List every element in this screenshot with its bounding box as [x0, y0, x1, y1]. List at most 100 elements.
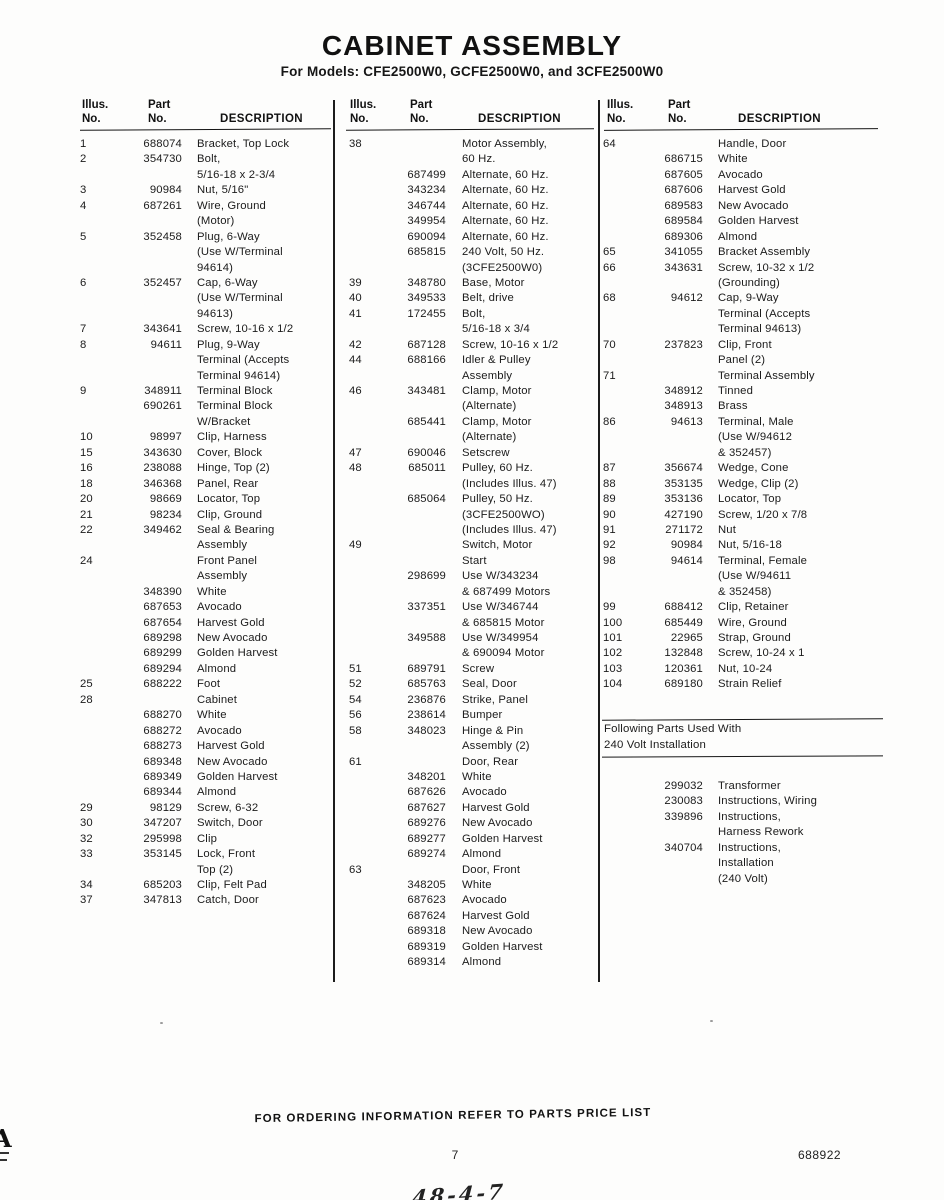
part-no-cell: 236876	[407, 693, 446, 706]
description-cell: Nut	[718, 523, 737, 536]
table-row: 54 236876 Strike, Panel	[349, 693, 558, 708]
illus-no-cell	[349, 616, 394, 631]
illus-no-cell	[80, 168, 125, 183]
part-no-cell: 343631	[664, 261, 703, 274]
table-row: 5/16-18 x 2-3/4	[80, 168, 293, 183]
description-cell: Screw	[462, 662, 495, 675]
part-no-cell	[648, 369, 703, 384]
illus-no-cell: 32	[80, 832, 93, 845]
part-no-cell: 353135	[664, 477, 703, 490]
part-no-cell	[394, 646, 446, 661]
illus-no-cell: 20	[80, 493, 93, 506]
part-no-cell: 349462	[143, 523, 182, 536]
description-cell: Strain Relief	[718, 678, 782, 691]
table-row: 63 Door, Front	[349, 863, 558, 878]
table-row: 103 120361 Nut, 10-24	[603, 662, 815, 677]
description-cell: 60 Hz.	[462, 153, 496, 166]
illus-no-cell: 49	[349, 539, 362, 552]
column-header: Illus. No. Part No. DESCRIPTION	[345, 98, 595, 132]
margin-mark: A	[0, 1124, 12, 1153]
part-no-cell	[648, 307, 703, 322]
part-no-cell: 689180	[664, 678, 703, 691]
table-row: 230083 Instructions, Wiring	[603, 794, 817, 809]
description-cell: Alternate, 60 Hz.	[462, 215, 549, 228]
table-row: (Grounding)	[603, 276, 815, 291]
description-cell: Screw, 6-32	[197, 801, 259, 814]
part-no-cell: 343630	[143, 446, 182, 459]
table-row: 58 348023 Hinge & Pin	[349, 724, 558, 739]
table-row: 687499 Alternate, 60 Hz.	[349, 168, 558, 183]
description-cell: Screw, 10-32 x 1/2	[718, 261, 815, 274]
description-cell: Terminal 94614)	[197, 369, 281, 382]
table-row: 40 349533 Belt, drive	[349, 291, 558, 306]
description-cell: Terminal Assembly	[718, 369, 815, 382]
illus-no-cell: 29	[80, 801, 93, 814]
part-no-cell	[648, 585, 703, 600]
no-header: No.	[410, 113, 429, 125]
part-no-cell: 340704	[664, 841, 703, 854]
illus-no-cell: 15	[80, 446, 93, 459]
scan-speck	[710, 1020, 713, 1022]
illus-no-cell: 68	[603, 292, 616, 305]
table-row: Terminal (Accepts	[80, 353, 293, 368]
description-cell: Terminal (Accepts	[197, 354, 290, 367]
part-no-cell: 689276	[407, 817, 446, 830]
illus-no-cell: 39	[349, 276, 362, 289]
table-row: 91 271172 Nut	[603, 523, 815, 538]
description-cell: Nut, 10-24	[718, 662, 773, 675]
part-no-cell: 687627	[407, 801, 446, 814]
illus-no-cell	[349, 369, 394, 384]
description-cell: Terminal, Male	[718, 415, 794, 428]
illus-no-cell	[349, 569, 394, 584]
table-row: 71 Terminal Assembly	[603, 369, 815, 384]
part-no-cell: 339896	[664, 810, 703, 823]
illus-no-cell	[80, 770, 125, 785]
header-rule	[79, 128, 332, 131]
table-row: 348205 White	[349, 878, 558, 893]
part-no-cell: 90984	[670, 539, 703, 552]
table-row: 299032 Transformer	[603, 779, 817, 794]
part-no-cell: 687626	[407, 786, 446, 799]
illus-no-cell: 65	[603, 246, 616, 259]
table-row: 689583 New Avocado	[603, 199, 815, 214]
illus-no-cell: 66	[603, 261, 616, 274]
part-no-cell: 343641	[143, 323, 182, 336]
description-cell: Screw, 10-16 x 1/2	[197, 323, 294, 336]
page-number: 7	[451, 1148, 459, 1162]
part-no-cell: 343481	[407, 385, 446, 397]
table-row: 16 238088 Hinge, Top (2)	[80, 461, 293, 476]
part-no-cell: 90984	[149, 184, 182, 197]
description-cell: Harvest Gold	[462, 909, 530, 922]
description-cell: Alternate, 60 Hz.	[462, 230, 549, 243]
table-row: 21 98234 Clip, Ground	[80, 508, 293, 523]
table-row: 39 348780 Base, Motor	[349, 276, 558, 291]
table-row: 343234 Alternate, 60 Hz.	[349, 183, 558, 198]
part-no-cell: 348913	[664, 400, 703, 413]
description-cell: Clamp, Motor	[462, 385, 532, 397]
part-no-cell: 687605	[664, 168, 703, 181]
table-row: Harness Rework	[603, 825, 817, 840]
description-cell: Harvest Gold	[197, 740, 265, 753]
part-no-cell	[125, 245, 182, 260]
table-row: Start	[349, 554, 558, 569]
description-cell: (Includes Illus. 47)	[462, 523, 557, 536]
illus-no-cell	[349, 477, 394, 492]
illus-no-cell: 63	[349, 863, 362, 876]
part-no-cell: 347207	[143, 817, 182, 830]
illus-no-cell	[80, 569, 125, 584]
illus-no-cell: 98	[603, 554, 616, 567]
illus-no-cell: 56	[349, 709, 362, 722]
description-cell: (Alternate)	[462, 400, 517, 413]
table-row: 690261 Terminal Block	[80, 399, 293, 414]
illus-no-cell: 33	[80, 848, 93, 861]
description-cell: Assembly	[462, 369, 513, 382]
description-cell: Almond	[197, 662, 237, 675]
illus-no-cell	[349, 940, 394, 955]
part-no-cell: 98234	[149, 508, 182, 521]
table-row: 4 687261 Wire, Ground	[80, 199, 293, 214]
table-row: 689349 Golden Harvest	[80, 770, 293, 785]
table-row: 689276 New Avocado	[349, 816, 558, 831]
table-row: 98 94614 Terminal, Female	[603, 554, 815, 569]
part-no-cell: 427190	[664, 508, 703, 521]
table-row: 689344 Almond	[80, 785, 293, 800]
